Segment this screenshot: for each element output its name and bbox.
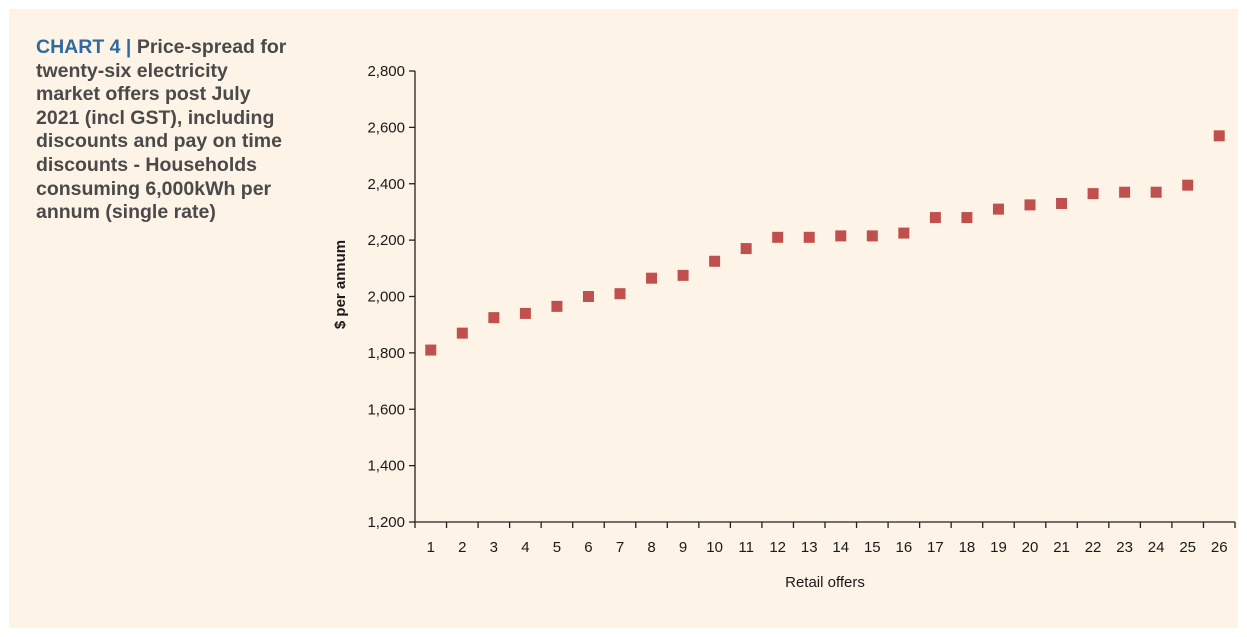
data-point — [425, 344, 437, 356]
data-point — [582, 291, 594, 302]
data-point — [929, 212, 941, 224]
data-point — [898, 227, 910, 239]
y-tick-label: 1,600 — [367, 401, 405, 418]
data-point — [488, 312, 500, 324]
data-point — [740, 243, 752, 255]
data-points — [425, 130, 1225, 356]
x-tick-label: 6 — [584, 539, 592, 556]
chart-caption: CHART 4 | Price-spread for twenty-six el… — [36, 36, 296, 225]
y-tick-label: 2,800 — [367, 63, 405, 80]
chart-panel — [9, 9, 1238, 628]
data-point — [551, 300, 563, 312]
x-tick-label: 13 — [801, 539, 818, 556]
data-point — [1182, 179, 1194, 191]
data-point — [456, 327, 468, 339]
x-tick-label: 5 — [553, 539, 561, 556]
y-tick-label: 1,400 — [367, 458, 405, 475]
x-axis-title: Retail offers — [785, 574, 865, 591]
x-tick-label: 18 — [959, 539, 976, 556]
x-tick-label: 1 — [427, 539, 435, 556]
data-point — [1056, 197, 1068, 209]
x-tick-label: 2 — [458, 539, 466, 556]
x-tick-label: 14 — [832, 539, 849, 556]
x-tick-label: 12 — [769, 539, 786, 556]
data-point — [772, 231, 784, 243]
y-axis: 1,200 1,400 1,600 1,800 2,000 2,200 2,400 2,600… — [367, 63, 416, 531]
x-tick-label: 16 — [896, 539, 913, 556]
data-point — [614, 288, 626, 300]
caption-text: Price-spread for twenty-six electricity … — [36, 36, 287, 224]
data-point — [709, 255, 721, 267]
x-tick-label: 9 — [679, 539, 687, 556]
x-tick-label: 19 — [990, 539, 1007, 556]
y-tick-label: 2,600 — [367, 119, 405, 136]
x-tick-label: 11 — [738, 539, 754, 556]
x-tick-label: 15 — [864, 539, 881, 556]
data-point — [1213, 130, 1225, 142]
data-point — [835, 230, 847, 242]
data-point — [1024, 199, 1036, 211]
x-tick-label: 23 — [1116, 539, 1133, 556]
data-point — [1150, 186, 1162, 198]
y-tick-label: 2,400 — [367, 176, 405, 193]
y-tick-label: 1,800 — [367, 345, 405, 362]
data-point — [677, 269, 689, 281]
x-axis: 1 2 3 4 5 6 7 8 9 10 11 12 13 14 15 16 17 18 19 20 21 22 23 24 2… — [414, 521, 1236, 556]
data-point — [803, 231, 815, 243]
data-point — [519, 307, 531, 319]
x-tick-label: 25 — [1179, 539, 1196, 556]
x-tick-label: 21 — [1053, 539, 1070, 556]
x-tick-label: 4 — [521, 539, 529, 556]
y-tick-label: 2,200 — [367, 232, 405, 249]
data-point — [1087, 188, 1099, 200]
y-tick-label: 1,200 — [367, 514, 405, 531]
x-tick-label: 10 — [706, 539, 723, 556]
x-tick-label: 20 — [1022, 539, 1039, 556]
data-point — [866, 230, 878, 242]
x-tick-label: 26 — [1211, 539, 1228, 556]
y-axis-title: $ per annum — [332, 240, 349, 329]
x-tick-label: 24 — [1148, 539, 1165, 556]
x-tick-label: 7 — [616, 539, 624, 556]
y-tick-label: 2,000 — [367, 289, 405, 306]
x-tick-label: 8 — [647, 539, 655, 556]
data-point — [646, 272, 658, 284]
x-tick-label: 17 — [927, 539, 944, 556]
data-point — [1119, 186, 1131, 198]
caption-separator: | — [120, 36, 137, 58]
chart-number: CHART 4 — [36, 36, 121, 58]
x-tick-label: 22 — [1085, 539, 1102, 556]
data-point — [992, 203, 1004, 215]
data-point — [961, 212, 973, 224]
x-tick-label: 3 — [490, 539, 498, 556]
